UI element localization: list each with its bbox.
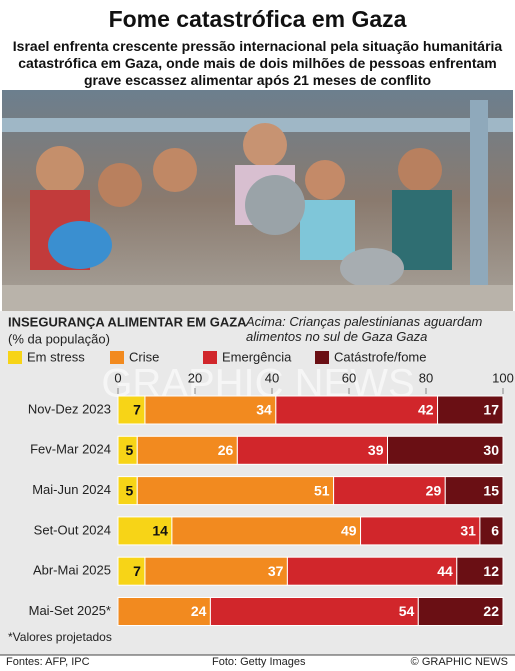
y-tick-label: Mai-Jun 2024 [32, 482, 111, 497]
bar-segment [136, 435, 238, 465]
bar-segment [171, 516, 362, 546]
photo-credit: Foto: Getty Images [212, 656, 306, 668]
value-label: 42 [418, 402, 434, 418]
legend-swatch [8, 351, 22, 364]
legend-label: Emergência [222, 349, 292, 364]
chart-subtitle: (% da população) [8, 331, 110, 346]
value-label: 44 [437, 563, 453, 579]
y-tick-label: Abr-Mai 2025 [33, 563, 111, 578]
value-label: 6 [491, 523, 499, 539]
value-label: 12 [483, 563, 499, 579]
x-tick-label: 60 [342, 370, 356, 385]
value-label: 22 [483, 603, 499, 619]
note: *Valores projetados [8, 630, 112, 644]
photo-detail [2, 100, 513, 311]
bar-segment [479, 516, 504, 546]
legend-swatch [110, 351, 124, 364]
bar-segment [456, 556, 504, 586]
value-label: 26 [218, 442, 234, 458]
chart-title: INSEGURANÇA ALIMENTAR EM GAZA [8, 314, 247, 329]
sources: Fontes: AFP, IPC [6, 656, 90, 668]
value-label: 49 [341, 523, 357, 539]
value-label: 14 [152, 523, 168, 539]
bar-segment [444, 476, 504, 506]
value-label: 29 [426, 482, 442, 498]
value-label: 5 [125, 482, 133, 498]
y-tick-label: Mai-Set 2025* [29, 603, 111, 618]
y-tick-label: Fev-Mar 2024 [30, 442, 111, 457]
value-label: 15 [483, 482, 499, 498]
x-tick-label: 80 [419, 370, 433, 385]
legend-label: Catástrofe/fome [334, 349, 427, 364]
bar-segment [144, 556, 288, 586]
legend-label: Crise [129, 349, 159, 364]
value-label: 51 [314, 482, 330, 498]
x-tick-label: 20 [188, 370, 202, 385]
bar-segment [417, 597, 504, 626]
legend-label: Em stress [27, 349, 85, 364]
bar-segment [387, 435, 504, 465]
value-label: 30 [483, 442, 499, 458]
bar-segment [360, 516, 481, 546]
y-tick-label: Nov-Dez 2023 [28, 401, 111, 416]
bar-segment [236, 435, 388, 465]
value-label: 24 [191, 603, 207, 619]
value-label: 54 [399, 603, 415, 619]
bar-segment [117, 395, 146, 425]
bar-segment [275, 395, 439, 425]
copyright: © GRAPHIC NEWS [411, 656, 508, 668]
value-label: 5 [125, 442, 133, 458]
y-tick-label: Set-Out 2024 [34, 522, 111, 537]
value-label: 37 [268, 563, 284, 579]
bar-segment [333, 476, 446, 506]
x-tick-label: 0 [114, 370, 121, 385]
x-tick-label: 40 [265, 370, 279, 385]
bar-segment [209, 597, 419, 626]
bar-segment [117, 516, 173, 546]
title: Fome catastrófica em Gaza [108, 6, 407, 32]
value-label: 31 [460, 523, 476, 539]
value-label: 7 [133, 402, 141, 418]
bar-segment [117, 556, 146, 586]
photo-caption: Acima: Crianças palestinianas aguardam a… [246, 314, 483, 344]
bar-segment [136, 476, 335, 506]
value-label: 39 [368, 442, 384, 458]
value-label: 17 [483, 402, 499, 418]
x-tick-label: 100 [492, 370, 514, 385]
subtitle: Israel enfrenta crescente pressão intern… [12, 38, 503, 88]
legend-swatch [203, 351, 217, 364]
bar-segment [286, 556, 458, 586]
bar-segment [437, 395, 504, 425]
legend-swatch [315, 351, 329, 364]
value-label: 34 [256, 402, 272, 418]
bar-segment [117, 597, 211, 626]
value-label: 7 [133, 563, 141, 579]
